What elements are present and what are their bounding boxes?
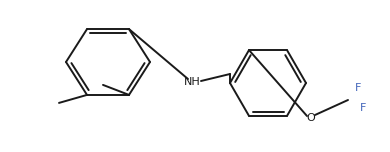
Text: F: F [360,103,366,113]
Text: O: O [307,113,316,123]
Text: F: F [355,83,362,93]
Text: NH: NH [184,77,200,87]
